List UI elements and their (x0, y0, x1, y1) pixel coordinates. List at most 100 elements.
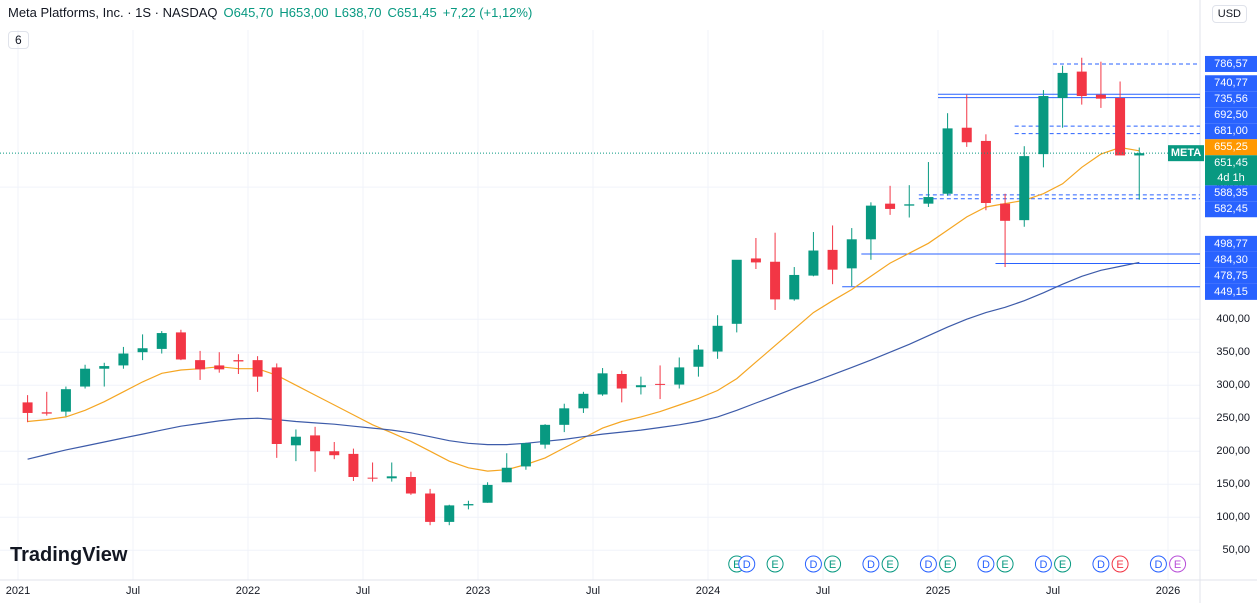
candle-body (214, 365, 225, 370)
candle-body (712, 325, 723, 352)
price-label-box (1205, 185, 1257, 202)
event-marker (1034, 555, 1052, 573)
event-label: E (1001, 559, 1008, 571)
price-label-box (1205, 251, 1257, 268)
candle-body (271, 367, 282, 444)
price-label: 692,50 (1214, 109, 1248, 121)
y-tick-label: 150,00 (1216, 478, 1250, 490)
event-marker (1149, 555, 1167, 573)
candle-body (137, 348, 148, 353)
event-label: E (944, 559, 951, 571)
x-tick-label: Jul (816, 585, 830, 597)
event-marker (1111, 555, 1129, 573)
candle-body (1134, 153, 1145, 156)
price-label: 478,75 (1214, 270, 1248, 282)
price-label: 498,77 (1214, 238, 1248, 250)
symbol-label: META (1171, 147, 1201, 159)
x-tick-label: 2024 (696, 585, 720, 597)
candle-body (367, 477, 378, 479)
candle-body (175, 332, 186, 360)
moving-average (27, 146, 1140, 472)
candle-body (252, 360, 263, 377)
event-label: E (733, 559, 740, 571)
candle-body (233, 360, 244, 362)
y-tick-label: 400,00 (1216, 313, 1250, 325)
candle-body (635, 385, 646, 388)
price-label-box (1205, 123, 1257, 140)
candle-body (846, 239, 857, 269)
candle-body (195, 360, 206, 370)
event-label: E (1174, 559, 1181, 571)
candle-body (386, 476, 397, 479)
candle-body (597, 373, 608, 395)
candle-body (156, 333, 167, 349)
candle-body (60, 389, 71, 412)
candle-body (540, 424, 551, 445)
price-label: 681,00 (1214, 125, 1248, 137)
y-tick-label: 350,00 (1216, 346, 1250, 358)
change: +7,22 (+1,12%) (442, 5, 533, 20)
candle-body (22, 402, 33, 413)
y-tick-label: 50,00 (1222, 544, 1250, 556)
price-label: 655,25 (1214, 141, 1248, 153)
price-label: 740,77 (1214, 77, 1248, 89)
event-marker (939, 555, 957, 573)
candle-body (1038, 96, 1049, 155)
open: O645,70 (223, 5, 274, 20)
event-marker (766, 555, 784, 573)
event-label: D (1154, 559, 1162, 571)
event-label: D (1039, 559, 1047, 571)
event-marker (1092, 555, 1110, 573)
candle-body (520, 443, 531, 467)
x-tick-label: 2026 (1156, 585, 1180, 597)
event-marker (824, 555, 842, 573)
price-label-box (1205, 139, 1257, 156)
event-marker (996, 555, 1014, 573)
y-tick-label: 100,00 (1216, 511, 1250, 523)
candle-body (865, 205, 876, 240)
price-label-box (1205, 155, 1257, 186)
event-marker (738, 555, 756, 573)
candle-body (789, 274, 800, 300)
header: Meta Platforms, Inc. · 1S · NASDAQ O645,… (8, 5, 532, 20)
event-label: D (1097, 559, 1105, 571)
event-marker (881, 555, 899, 573)
candle-body (444, 505, 455, 522)
candle-body (923, 197, 934, 204)
candle-body (501, 467, 512, 483)
event-label: D (743, 559, 751, 571)
price-label-box (1205, 283, 1257, 300)
candle-body (904, 204, 915, 206)
event-label: E (829, 559, 836, 571)
candle-body (980, 140, 991, 203)
high: H653,00 (279, 5, 329, 20)
candle-body (41, 412, 52, 414)
candle-body (693, 349, 704, 367)
price-label-box (1205, 267, 1257, 284)
countdown: 4d 1h (1217, 172, 1245, 184)
candle-body (1019, 156, 1030, 221)
moving-average (27, 261, 1140, 460)
price-label: 786,57 (1214, 58, 1248, 70)
indicator-count[interactable]: 6 (8, 31, 29, 49)
event-label: D (867, 559, 875, 571)
candle-body (1076, 71, 1087, 97)
event-label: D (809, 559, 817, 571)
candle-body (655, 383, 666, 385)
event-marker (919, 555, 937, 573)
x-tick-label: 2022 (236, 585, 260, 597)
currency[interactable]: USD (1211, 5, 1247, 23)
x-tick-label: 2025 (926, 585, 950, 597)
x-tick-label: Jul (356, 585, 370, 597)
price-label-box (1205, 235, 1257, 252)
event-label: E (1116, 559, 1123, 571)
price-label: 735,56 (1214, 93, 1248, 105)
candle-body (1057, 72, 1068, 99)
price-label-box (1205, 91, 1257, 108)
x-tick-label: 2023 (466, 585, 490, 597)
event-label: E (771, 559, 778, 571)
price-label: 484,30 (1214, 254, 1248, 266)
candle-body (482, 484, 493, 503)
candle-body (310, 435, 321, 452)
